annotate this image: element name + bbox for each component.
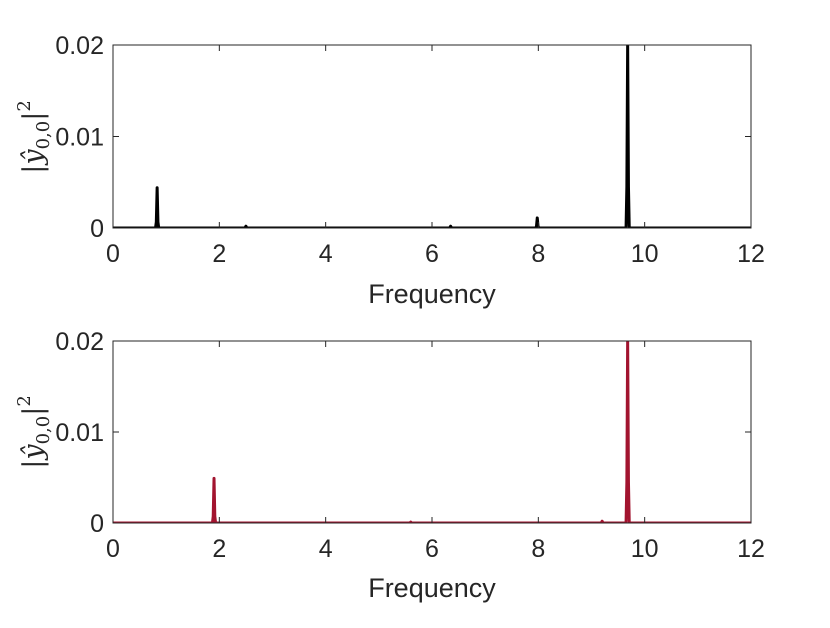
y-axis-label-text: |ŷ0,0|2 [14,100,54,174]
x-tick-label: 2 [212,535,226,563]
series-line-0 [113,341,751,523]
y-tick-label: 0.01 [55,124,104,152]
y-label-sub: 0,0 [33,416,54,445]
y-label-sub: 0,0 [33,121,54,150]
x-tick-label: 10 [631,535,659,563]
y-tick-label: 0.01 [55,419,104,447]
y-tick-label: 0.02 [55,328,104,356]
y-label-open: | [18,460,49,469]
y-axis-label-text: |ŷ0,0|2 [14,395,54,469]
x-tick-label: 4 [319,240,333,268]
x-tick-label: 12 [737,535,765,563]
plot-area: 0 2 4 6 8 10 12 0 0.01 0.02 [55,32,765,268]
y-axis-label: |ŷ0,0|2 [14,395,54,469]
x-tick-label: 2 [212,240,226,268]
series-line-0 [113,45,751,228]
y-label-close: | [18,407,49,416]
plot-area: 0 2 4 6 8 10 12 0 0.01 0.02 [55,328,765,563]
y-label-open: | [18,165,49,174]
x-tick-label: 12 [737,240,765,268]
y-tick-label: 0 [90,510,104,538]
y-label-sup: 2 [14,395,35,406]
x-tick-label: 0 [106,240,120,268]
x-axis-label: Frequency [368,573,496,603]
y-label-base: ŷ [18,149,49,166]
y-label-sup: 2 [14,100,35,111]
y-tick-label: 0 [90,215,104,243]
axes-box [113,45,751,228]
y-axis-label: |ŷ0,0|2 [14,100,54,174]
x-tick-label: 8 [531,535,545,563]
y-label-base: ŷ [18,444,49,461]
x-tick-label: 6 [425,240,439,268]
x-tick-label: 10 [631,240,659,268]
y-tick-label: 0.02 [55,32,104,60]
x-tick-label: 4 [319,535,333,563]
x-tick-label: 0 [106,535,120,563]
x-tick-label: 8 [531,240,545,268]
y-label-close: | [18,112,49,121]
x-tick-label: 6 [425,535,439,563]
axes-box [113,341,751,523]
x-axis-label: Frequency [368,279,496,309]
